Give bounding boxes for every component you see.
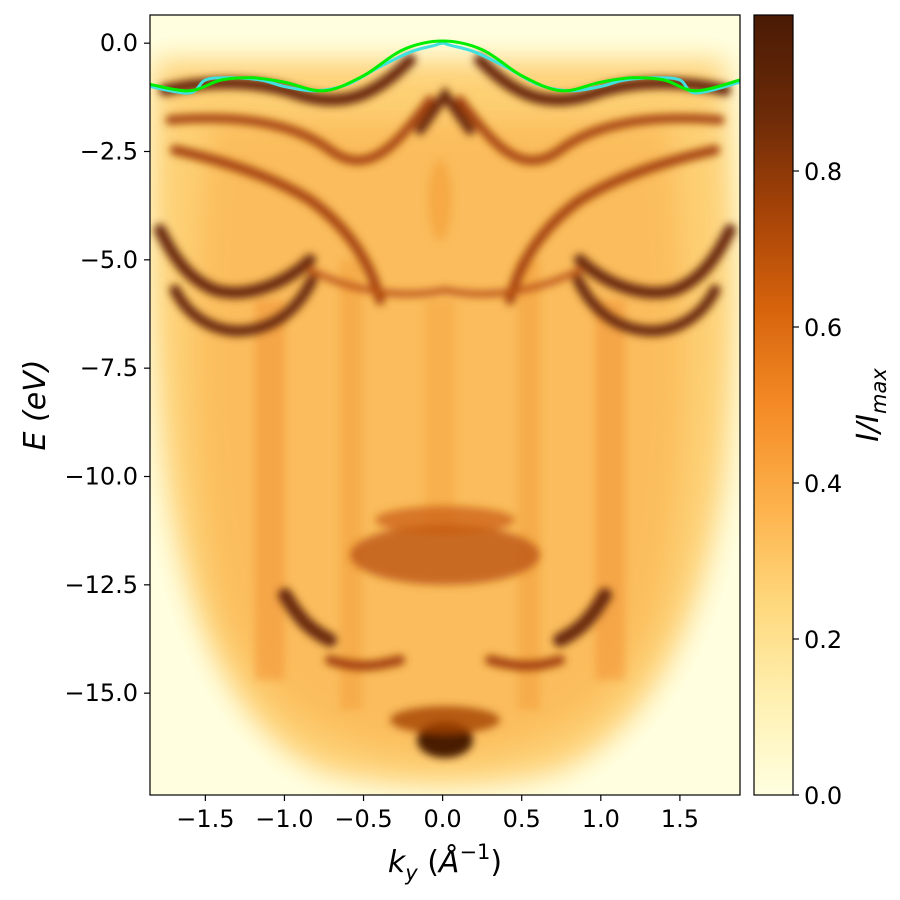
colorbar — [753, 14, 794, 796]
colorbar-tick-label: 0.4 — [804, 470, 842, 498]
colorbar-tick-label: 0.2 — [804, 626, 842, 654]
y-tick-label: −15.0 — [64, 679, 138, 707]
intensity-blobs — [350, 160, 540, 758]
x-tick-label: −0.5 — [334, 805, 392, 833]
y-tick-label: −5.0 — [80, 246, 138, 274]
x-tick-label: 1.0 — [582, 805, 620, 833]
colorbar-tick-label: 0.0 — [804, 782, 842, 810]
x-tick-label: −1.0 — [255, 805, 313, 833]
colorbar-ticks: 0.0 0.2 0.4 0.6 0.8 — [793, 158, 842, 810]
y-tick-label: −10.0 — [64, 463, 138, 491]
band-line-2 — [150, 39, 740, 93]
band-features — [154, 54, 736, 671]
x-tick-label: 1.5 — [661, 805, 699, 833]
x-tick-label: −1.5 — [176, 805, 234, 833]
colorbar-title: I/Imax — [851, 368, 891, 442]
y-tick-label: −2.5 — [80, 138, 138, 166]
plot-frame — [149, 14, 741, 796]
y-axis-ticks: 0.0 −2.5 −5.0 −7.5 −10.0 −12.5 −15.0 — [64, 29, 150, 707]
x-tick-label: 0.0 — [424, 805, 462, 833]
intensity-heatmap — [150, 15, 740, 795]
y-tick-label: 0.0 — [100, 29, 138, 57]
x-axis-ticks: −1.5 −1.0 −0.5 0.0 0.5 1.0 1.5 — [176, 795, 699, 833]
y-tick-label: −7.5 — [80, 354, 138, 382]
x-axis-title: ky (Å−1) — [388, 840, 502, 885]
colorbar-tick-label: 0.6 — [804, 314, 842, 342]
y-axis-title: E (eV) — [18, 360, 53, 451]
x-tick-label: 0.5 — [503, 805, 541, 833]
y-tick-label: −12.5 — [64, 571, 138, 599]
colorbar-tick-label: 0.8 — [804, 158, 842, 186]
calculated-bands — [150, 39, 740, 95]
vertical-stripes — [255, 260, 625, 710]
